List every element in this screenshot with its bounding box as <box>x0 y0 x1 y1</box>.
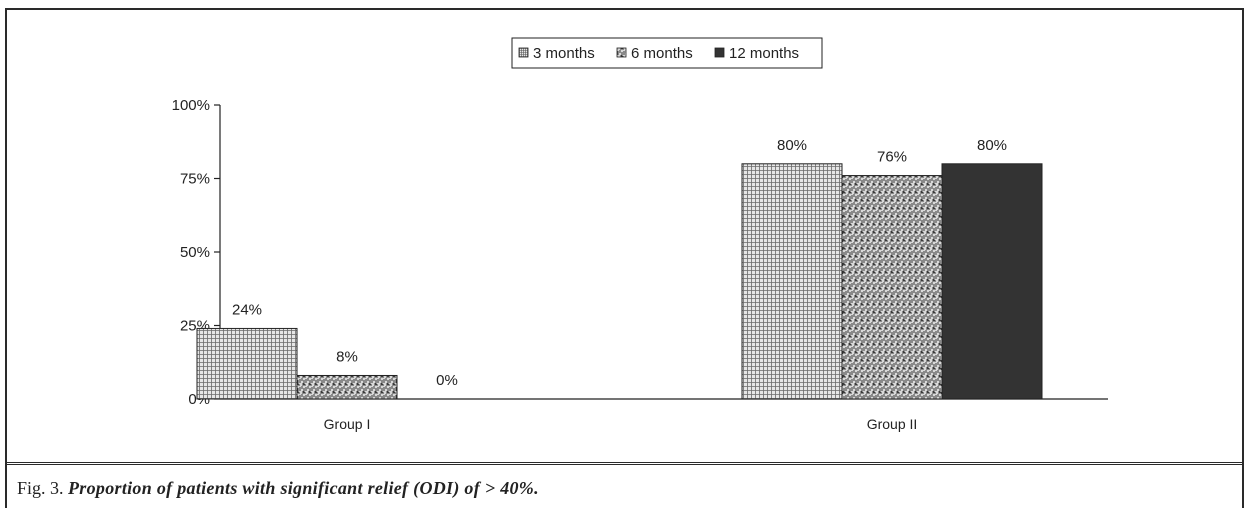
x-category-label: Group I <box>324 416 371 432</box>
legend-swatch <box>518 47 529 58</box>
bar-group-i-6-months <box>296 374 398 400</box>
data-label: 8% <box>336 348 358 365</box>
bars <box>196 163 1043 400</box>
y-tick-label: 75% <box>180 171 210 188</box>
legend-swatch <box>616 47 627 58</box>
data-label: 80% <box>777 137 807 154</box>
y-tick-label: 100% <box>172 97 210 114</box>
bar-group-ii-3-months <box>741 163 843 400</box>
data-label: 80% <box>977 137 1007 154</box>
figure-caption: Fig. 3. Proportion of patients with sign… <box>17 478 539 499</box>
legend-swatch <box>714 47 725 58</box>
y-tick-label: 50% <box>180 244 210 261</box>
caption-text: Proportion of patients with significant … <box>68 478 539 498</box>
bar-group-ii-12-months <box>941 163 1043 400</box>
bar-group-i-3-months <box>196 327 298 400</box>
legend-label: 6 months <box>631 45 693 62</box>
x-category-label: Group II <box>867 416 918 432</box>
data-label: 76% <box>877 149 907 166</box>
bar-group-ii-6-months <box>841 175 943 400</box>
data-label: 0% <box>436 372 458 389</box>
legend-label: 12 months <box>729 45 799 62</box>
data-label: 24% <box>232 301 262 318</box>
caption-figure-number: Fig. 3. <box>17 478 64 498</box>
legend-label: 3 months <box>533 45 595 62</box>
data-labels: 24% 8% 0% 80% 76% 80% <box>232 137 1007 389</box>
legend: 3 months 6 months 12 months <box>511 37 823 69</box>
legend-box <box>511 37 823 69</box>
